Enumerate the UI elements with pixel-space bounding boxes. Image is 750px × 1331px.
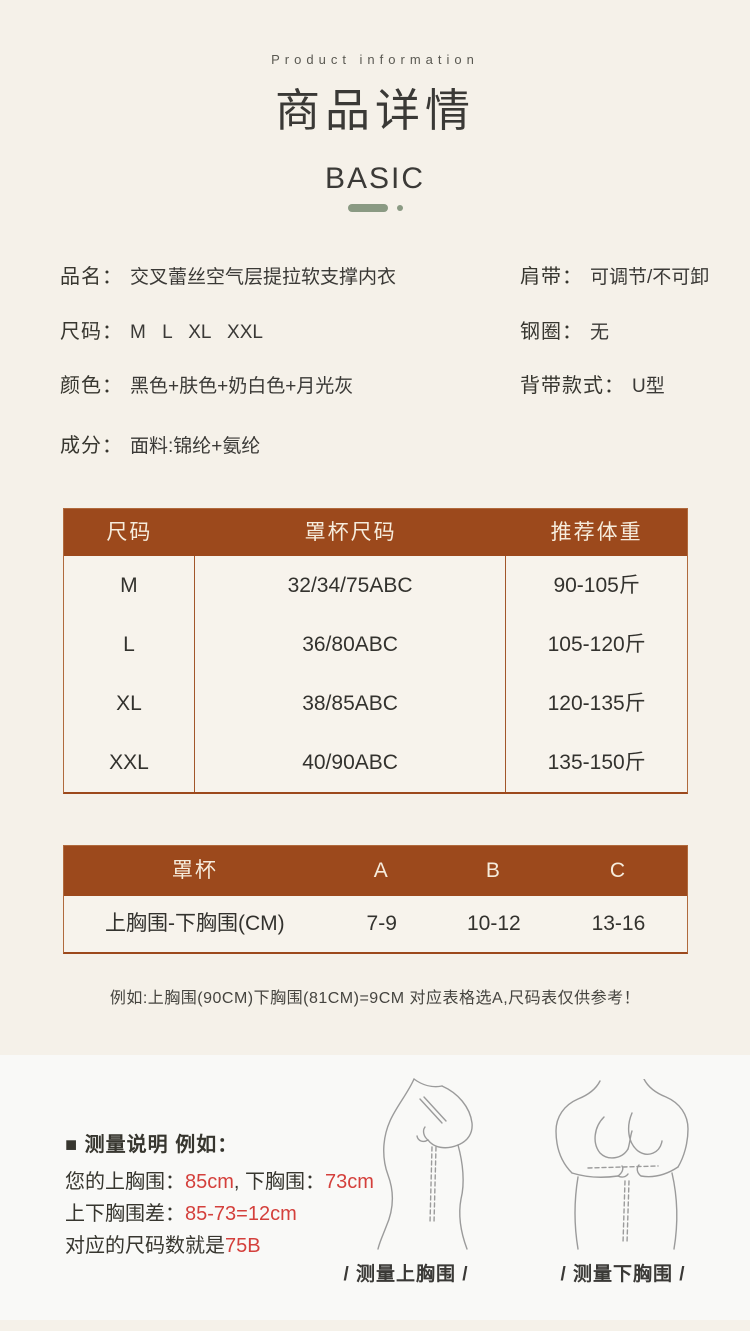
table-cell: 7-9 [366, 912, 397, 935]
table-cell: 105-120斤 [547, 633, 646, 656]
spec-product-name: 品名： 交叉蕾丝空气层提拉软支撑内衣 [60, 260, 396, 289]
column-header: 罩杯 [171, 859, 218, 882]
spec-value: M L XL XXL [130, 322, 263, 343]
column-header: 尺码 [106, 521, 153, 544]
measure-text: 您的上胸围： [65, 1171, 185, 1193]
column-header: 推荐体重 [550, 521, 643, 544]
column-header: 罩杯尺码 [304, 521, 397, 544]
cup-size-table: 罩杯 A B C 上胸围-下胸围(CM) 7-9 10-12 13-16 [63, 845, 688, 954]
table-cell: 38/85ABC [195, 674, 507, 733]
spec-value: 无 [590, 322, 610, 343]
table-row: L 36/80ABC 105-120斤 [64, 615, 687, 674]
caption-under-bust: / 测量下胸围 / [560, 1264, 686, 1285]
measure-heading: ■ 测量说明 例如： [65, 1134, 239, 1156]
table-cell: 13-16 [591, 912, 646, 935]
table-cell: 36/80ABC [195, 615, 507, 674]
subtitle-accent [0, 204, 750, 212]
measure-value-red: 75B [225, 1235, 261, 1257]
spec-label: 背带款式： [520, 375, 625, 397]
column-header: C [609, 859, 628, 882]
table-cell: M [64, 556, 195, 615]
spec-underwire: 钢圈： 无 [520, 315, 609, 344]
table-cell: L [64, 615, 195, 674]
size-chart-header: 尺码 罩杯尺码 推荐体重 [64, 509, 687, 556]
measure-line-3: 对应的尺码数就是75B [65, 1229, 261, 1258]
spec-value: 面料:锦纶+氨纶 [130, 436, 261, 457]
spec-label: 成分： [60, 435, 123, 457]
measure-value-red: 73cm [325, 1171, 374, 1193]
measure-line-1: 您的上胸围：85cm, 下胸围：73cm [65, 1165, 374, 1194]
spec-back-style: 背带款式： U型 [520, 369, 665, 398]
table-row: M 32/34/75ABC 90-105斤 [64, 556, 687, 615]
measure-value-red: 85-73=12cm [185, 1203, 297, 1225]
measure-text: 对应的尺码数就是 [65, 1235, 225, 1257]
spec-label: 颜色： [60, 375, 123, 397]
spec-label: 钢圈： [520, 321, 583, 343]
cup-table-header: 罩杯 A B C [64, 846, 687, 896]
measure-under-bust-illustration [548, 1079, 698, 1251]
table-cell: XXL [64, 733, 195, 792]
table-cell: 10-12 [466, 912, 521, 935]
section-subtitle: BASIC [324, 162, 426, 195]
spec-value: 可调节/不可卸 [590, 267, 710, 288]
spec-value: 交叉蕾丝空气层提拉软支撑内衣 [130, 267, 397, 288]
size-note: 例如:上胸围(90CM)下胸围(81CM)=9CM 对应表格选A,尺码表仅供参考… [109, 990, 641, 1007]
column-header: B [485, 859, 502, 882]
accent-dot [396, 205, 403, 211]
table-row: 上胸围-下胸围(CM) 7-9 10-12 13-16 [64, 896, 687, 952]
spec-straps: 肩带： 可调节/不可卸 [520, 260, 709, 289]
table-cell: 40/90ABC [195, 733, 507, 792]
table-cell: 90-105斤 [553, 574, 640, 597]
table-row: XL 38/85ABC 120-135斤 [64, 674, 687, 733]
table-cell: 135-150斤 [547, 751, 646, 774]
table-cell: 120-135斤 [547, 692, 646, 715]
spec-sizes: 尺码： M L XL XXL [60, 315, 263, 344]
table-row: XXL 40/90ABC 135-150斤 [64, 733, 687, 792]
measure-value-red: 85cm [185, 1171, 234, 1193]
spec-label: 尺码： [60, 321, 123, 343]
spec-value: U型 [632, 376, 665, 397]
spec-value: 黑色+肤色+奶白色+月光灰 [130, 376, 354, 397]
measure-line-2: 上下胸围差：85-73=12cm [65, 1197, 297, 1226]
measure-text: 上下胸围差： [65, 1203, 185, 1225]
measure-text: , 下胸围： [233, 1171, 326, 1193]
spec-label: 肩带： [520, 266, 583, 288]
accent-bar [347, 204, 388, 212]
measurement-panel: ■ 测量说明 例如： 您的上胸围：85cm, 下胸围：73cm 上下胸围差：85… [0, 1055, 750, 1320]
measure-upper-bust-illustration [368, 1077, 492, 1253]
page-title: 商品详情 [274, 85, 475, 136]
table-cell: 32/34/75ABC [195, 556, 507, 615]
column-header: A [373, 859, 390, 882]
table-cell: 上胸围-下胸围(CM) [105, 912, 285, 935]
eyebrow-text: Product information [271, 52, 479, 67]
spec-colors: 颜色： 黑色+肤色+奶白色+月光灰 [60, 369, 353, 398]
caption-upper-bust: / 测量上胸围 / [343, 1264, 469, 1285]
table-cell: XL [64, 674, 195, 733]
spec-material: 成分： 面料:锦纶+氨纶 [60, 429, 260, 458]
size-chart-table: 尺码 罩杯尺码 推荐体重 M 32/34/75ABC 90-105斤 L 36/… [63, 508, 688, 794]
spec-label: 品名： [60, 266, 123, 288]
